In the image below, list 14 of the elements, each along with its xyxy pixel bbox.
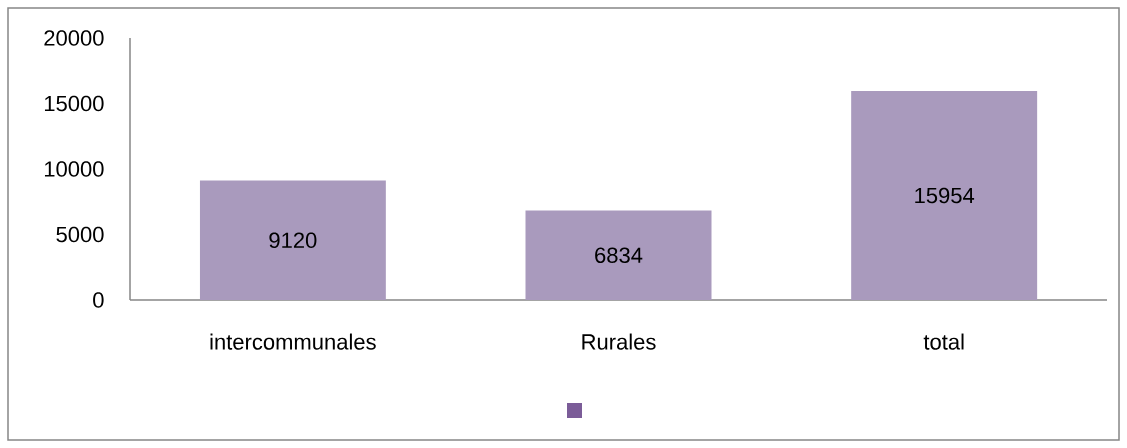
y-tick-label: 0	[93, 292, 104, 308]
y-tick-label: 20000	[44, 30, 104, 46]
bar	[851, 91, 1038, 300]
bar	[199, 180, 386, 300]
bar	[525, 210, 712, 300]
data-label: 9120	[269, 232, 317, 249]
x-tick-label: intercommunales	[210, 333, 376, 350]
data-label: 15954	[915, 187, 975, 204]
y-tick-label: 15000	[44, 95, 104, 112]
y-tick-label: 5000	[56, 226, 104, 243]
y-tick-label: 10000	[44, 161, 104, 177]
x-tick-label: total	[923, 333, 964, 350]
x-tick-label: Rurales	[582, 333, 656, 350]
data-label: 6834	[595, 247, 643, 264]
